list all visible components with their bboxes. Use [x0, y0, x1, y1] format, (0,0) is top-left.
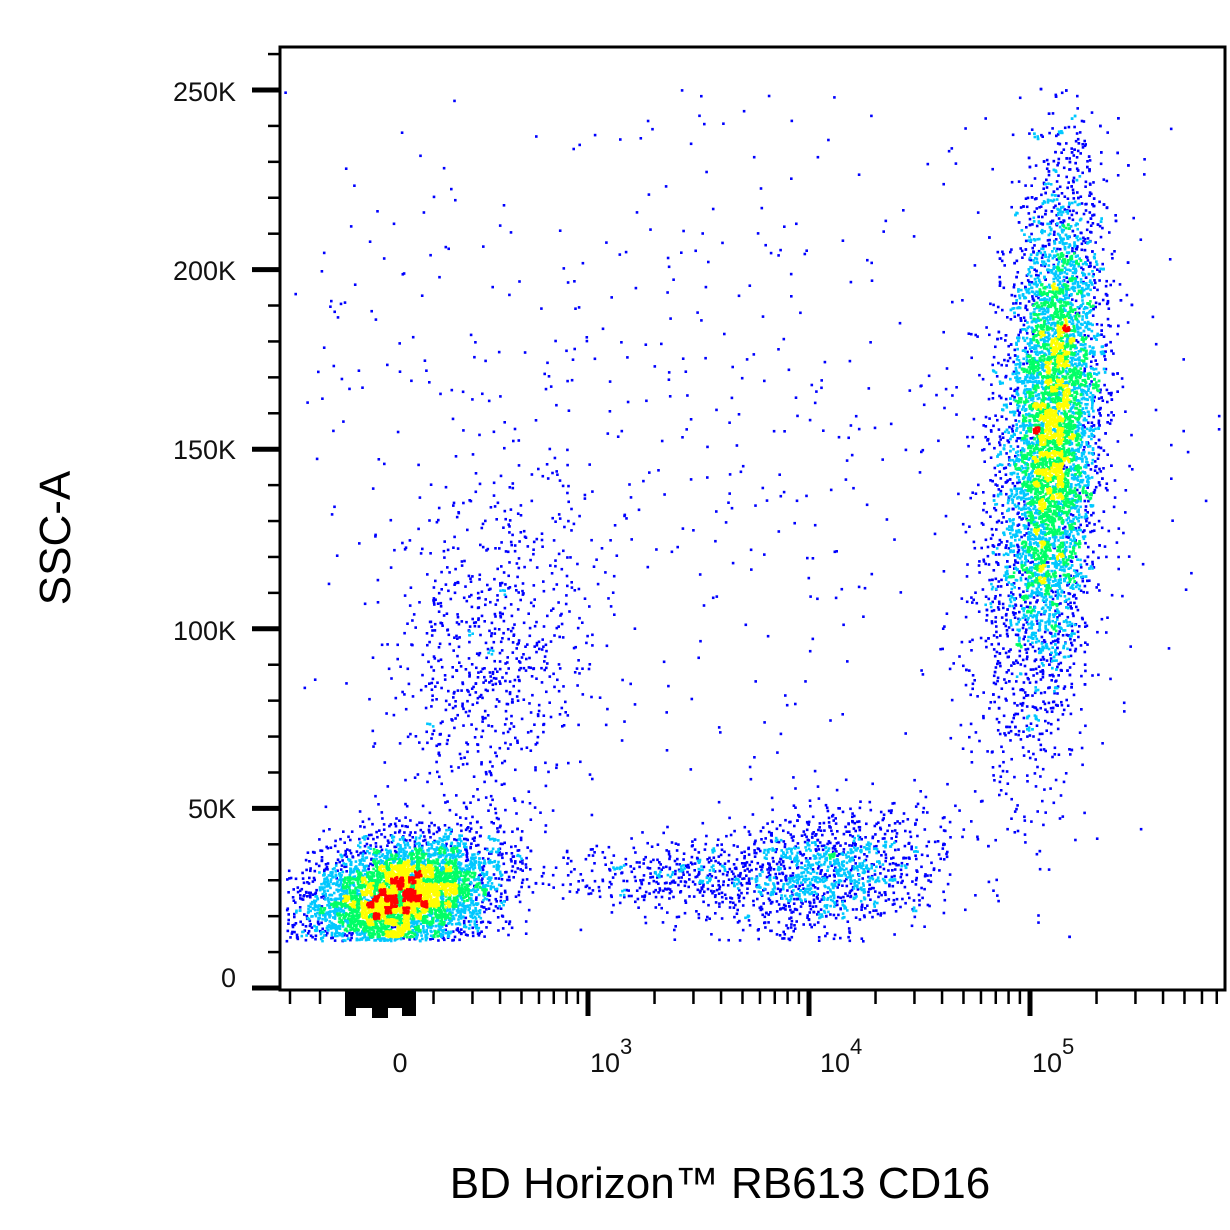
x-tick-label: 103 — [590, 1034, 632, 1078]
y-axis-title: SSC-A — [31, 470, 80, 605]
x-tick-label: 104 — [820, 1034, 862, 1078]
y-tick-label: 150K — [173, 435, 236, 465]
y-tick-label: 0 — [221, 963, 236, 993]
scatter-points — [284, 87, 1221, 943]
x-tick-exponent: 5 — [1062, 1034, 1074, 1059]
x-tick-base: 10 — [1032, 1048, 1062, 1078]
x-tick-base: 10 — [820, 1048, 850, 1078]
plot-frame — [278, 45, 1227, 992]
y-tick-label: 250K — [173, 77, 236, 107]
y-tick-label: 100K — [173, 616, 236, 646]
x-axis-ticks — [288, 990, 1219, 1018]
x-tick-base: 10 — [590, 1048, 620, 1078]
y-axis-tick-labels: 0 50K 100K 150K 200K 250K — [173, 77, 236, 993]
x-tick-label: 0 — [392, 1048, 407, 1078]
x-tick-exponent: 3 — [620, 1034, 632, 1059]
x-tick-label: 105 — [1032, 1034, 1074, 1078]
x-axis-title: BD Horizon™ RB613 CD16 — [450, 1159, 990, 1208]
y-tick-label: 200K — [173, 256, 236, 286]
y-tick-label: 50K — [188, 794, 236, 824]
y-axis-ticks — [252, 52, 280, 991]
x-tick-exponent: 4 — [850, 1034, 862, 1059]
x-axis-tick-labels: 0 103 104 105 — [392, 1034, 1074, 1078]
